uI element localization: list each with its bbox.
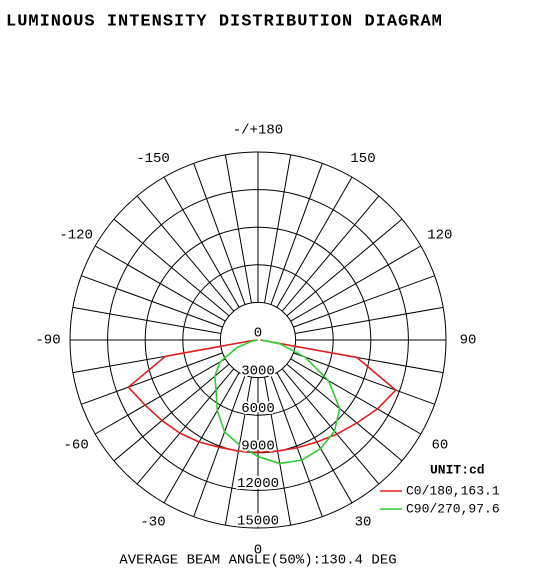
grid-spoke [163, 372, 240, 504]
r-tick-label: 6000 [241, 401, 275, 417]
grid-spoke [276, 176, 353, 308]
grid-spoke [94, 245, 226, 322]
angle-tick-label: 30 [355, 515, 372, 531]
grid-spoke [136, 368, 235, 485]
grid-spoke [281, 368, 380, 485]
grid-spoke [136, 195, 235, 312]
angle-tick-label: 150 [350, 151, 375, 167]
grid-spoke [270, 163, 323, 305]
grid-spoke [193, 375, 246, 517]
grid-spoke [286, 218, 403, 317]
grid-spoke [81, 275, 223, 328]
grid-spoke [293, 275, 435, 328]
grid-spoke [72, 306, 222, 334]
intensity-curve [127, 339, 397, 453]
unit-label: UNIT:cd [430, 462, 485, 477]
grid-spoke [286, 363, 403, 462]
grid-spoke [113, 218, 230, 317]
intensity-curve [213, 339, 341, 465]
r-tick-label: 0 [254, 326, 262, 342]
r-tick-label: 15000 [237, 514, 279, 530]
grid-spoke [113, 363, 230, 462]
r-tick-label: 3000 [241, 363, 275, 379]
angle-tick-label: -120 [59, 228, 93, 244]
chart-title: LUMINOUS INTENSITY DISTRIBUTION DIAGRAM [6, 12, 443, 31]
angle-tick-label: 60 [431, 438, 448, 454]
grid-spoke [293, 352, 435, 405]
angle-tick-label: 0 [254, 543, 262, 559]
r-tick-label: 9000 [241, 439, 275, 455]
angle-tick-label: 120 [427, 228, 452, 244]
grid-spoke [270, 375, 323, 517]
grid-spoke [290, 358, 422, 435]
legend-label: C90/270,97.6 [406, 501, 500, 516]
grid-spoke [276, 372, 353, 504]
angle-tick-label: 90 [460, 333, 477, 349]
grid-spoke [94, 358, 226, 435]
curves [127, 339, 397, 465]
footer-note: AVERAGE BEAM ANGLE(50%):130.4 DEG [119, 553, 396, 569]
angle-tick-label: -60 [64, 438, 89, 454]
grid [69, 151, 447, 529]
grid-spoke [224, 154, 252, 304]
legend-label: C0/180,163.1 [406, 483, 500, 498]
grid-spoke [294, 306, 444, 334]
grid-spoke [163, 176, 240, 308]
grid-spoke [193, 163, 246, 305]
grid-spoke [281, 195, 380, 312]
r-tick-label: 12000 [237, 476, 279, 492]
grid-spoke [81, 352, 223, 405]
angle-tick-label: -90 [35, 333, 60, 349]
grid-spoke [290, 245, 422, 322]
angle-tick-label: -30 [140, 515, 165, 531]
angle-tick-label: -150 [136, 151, 170, 167]
angle-tick-label: -/+180 [233, 123, 283, 139]
grid-spoke [264, 154, 292, 304]
